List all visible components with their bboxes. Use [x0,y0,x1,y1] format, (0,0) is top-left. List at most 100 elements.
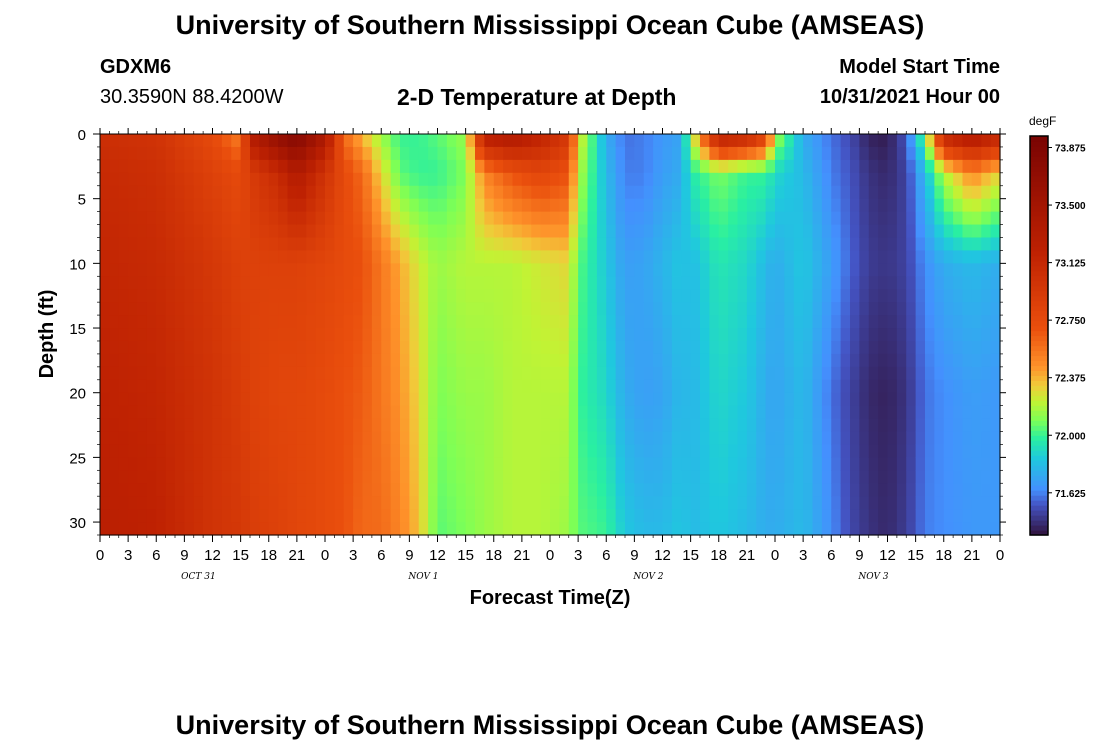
heatmap-cell [250,315,260,329]
heatmap-cell [118,198,129,213]
heatmap-cell [240,224,251,239]
heatmap-cell [681,340,692,355]
heatmap-cell [400,483,410,497]
heatmap-cell [840,250,851,264]
heatmap-cell [718,263,729,277]
heatmap-cell [859,211,870,226]
heatmap-cell [118,392,129,407]
heatmap-cell [634,237,645,252]
heatmap-cell [250,159,260,174]
heatmap-cell [615,366,626,381]
heatmap-cell [690,418,701,433]
heatmap-cell [100,509,110,523]
heatmap-cell [709,172,720,187]
heatmap-cell [859,159,870,174]
heatmap-cell [221,289,232,303]
heatmap-cell [465,198,476,213]
heatmap-cell [343,405,354,420]
heatmap-cell [287,237,298,252]
heatmap-cell [240,315,251,329]
heatmap-cell [981,340,992,355]
heatmap-cell [784,134,795,148]
heatmap-cell [334,431,345,446]
heatmap-cell [259,134,270,148]
heatmap-cell [775,315,785,329]
heatmap-cell [109,302,120,316]
heatmap-cell [700,159,710,174]
colorbar-segment [1030,435,1048,441]
heatmap-cell [662,431,673,446]
heatmap-cell [465,470,476,484]
heatmap-cell [428,418,439,433]
x-axis: 0 3 6 9 12 15 18 21 0 3 6 9 12 15 18 21 0 3 6 9 12 15 18 21 0 3 6 9… [96,128,1004,582]
colorbar-segment [1030,160,1048,167]
heatmap-cell [765,457,776,471]
heatmap-cell [268,328,279,342]
heatmap-cell [381,224,392,239]
heatmap-cell [615,444,626,458]
heatmap-cell [896,237,907,252]
heatmap-cell [653,470,664,484]
heatmap-cell [193,276,204,290]
heatmap-cell [709,379,720,394]
heatmap-cell [568,146,579,161]
heatmap-cell [756,172,767,187]
heatmap-cell [343,134,354,148]
heatmap-cell [109,509,120,523]
heatmap-cell [990,353,1001,368]
heatmap-cell [268,366,279,381]
heatmap-cell [850,328,860,342]
heatmap-cell [962,328,973,342]
heatmap-cell [840,289,851,303]
heatmap-cell [896,522,907,536]
colorbar-segment [1030,520,1048,526]
heatmap-cell [362,328,373,342]
heatmap-cell [718,496,729,510]
heatmap-cell [109,211,120,226]
heatmap-cell [606,289,617,303]
heatmap-cell [643,276,654,290]
heatmap-cell [568,224,579,239]
heatmap-cell [475,224,485,239]
heatmap-cell [268,237,279,252]
heatmap-cell [821,483,832,497]
heatmap-cell [840,431,851,446]
heatmap-cell [568,276,579,290]
heatmap-cell [493,172,504,187]
heatmap-cell [587,483,598,497]
heatmap-cell [334,159,345,174]
heatmap-cell [259,185,270,200]
heatmap-cell [381,353,392,368]
heatmap-cell [634,470,645,484]
heatmap-cell [371,418,382,433]
heatmap-cell [371,353,382,368]
heatmap-cell [868,405,879,420]
heatmap-cell [653,134,664,148]
heatmap-cell [709,457,720,471]
heatmap-cell [746,431,757,446]
heatmap-cell [353,509,364,523]
heatmap-cell [915,315,926,329]
heatmap-cell [465,431,476,446]
heatmap-cell [765,483,776,497]
heatmap-cell [400,431,410,446]
heatmap-cell [821,211,832,226]
heatmap-cell [240,172,251,187]
heatmap-cell [306,289,317,303]
heatmap-cell [156,250,167,264]
heatmap-cell [128,353,139,368]
heatmap-cell [371,146,382,161]
heatmap-cell [568,185,579,200]
heatmap-cell [475,483,485,497]
heatmap-cell [925,198,935,213]
heatmap-cell [437,457,448,471]
heatmap-cell [868,315,879,329]
heatmap-cell [203,353,214,368]
heatmap-cell [437,483,448,497]
heatmap-cell [615,289,626,303]
y-tick-label: 25 [69,450,86,467]
heatmap-cell [728,198,739,213]
heatmap-cell [803,379,814,394]
heatmap-cell [137,302,148,316]
heatmap-cell [175,496,185,510]
